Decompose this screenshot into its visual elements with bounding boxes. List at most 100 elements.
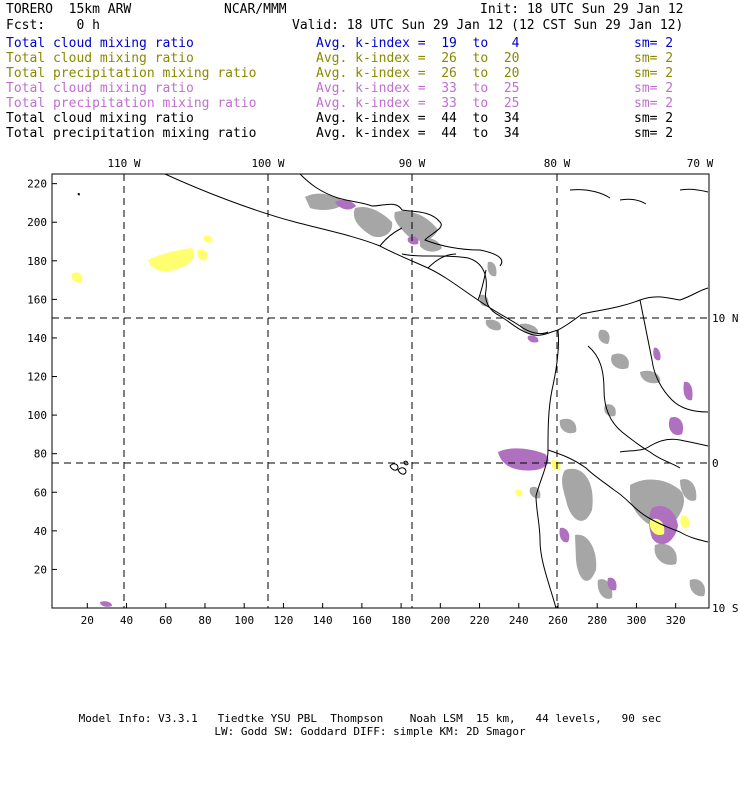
bottom-axis-label: 200 xyxy=(430,614,450,627)
organization-label: NCAR/MMM xyxy=(224,2,287,17)
legend-kindex: Avg. k-index = 44 to 34 xyxy=(316,126,520,141)
bottom-axis-label: 20 xyxy=(81,614,94,627)
bottom-axis-label: 120 xyxy=(273,614,293,627)
legend-kindex: Avg. k-index = 26 to 20 xyxy=(316,51,520,66)
ecuador-border xyxy=(547,449,615,491)
cloud-area xyxy=(654,543,677,565)
cloud-area xyxy=(479,294,489,307)
model-info-line2: LW: Godd SW: Goddard DIFF: simple KM: 2D… xyxy=(214,725,526,738)
longitude-label: 80 W xyxy=(544,157,571,170)
latitude-label: 10 N xyxy=(712,312,739,325)
yellow-areas xyxy=(71,235,690,536)
precip-area xyxy=(498,448,549,471)
precip-area xyxy=(559,527,570,543)
bottom-axis-label: 60 xyxy=(159,614,172,627)
caribbean-island-1 xyxy=(569,189,611,199)
forecast-hour: Fcst: 0 h xyxy=(6,18,100,33)
precip-area xyxy=(335,199,356,210)
map-frame xyxy=(51,173,710,609)
valid-time: Valid: 18 UTC Sun 29 Jan 12 (12 CST Sun … xyxy=(292,18,684,33)
cloud-area xyxy=(598,329,610,344)
legend-sm: sm= 2 xyxy=(634,126,674,141)
cloud-area xyxy=(689,579,706,597)
colombia-border xyxy=(587,345,681,469)
bottom-axis-label: 40 xyxy=(120,614,133,627)
cloud-area xyxy=(575,534,597,581)
brazil-border xyxy=(619,438,709,453)
bottom-axis-label: 320 xyxy=(666,614,686,627)
legend-sm: sm= 2 xyxy=(634,111,674,126)
legend-sm: sm= 2 xyxy=(634,51,674,66)
yellow-area xyxy=(515,489,523,497)
cloud-area xyxy=(604,404,616,417)
legend-kindex: Avg. k-index = 26 to 20 xyxy=(316,66,520,81)
left-axis-label: 100 xyxy=(27,409,47,422)
bottom-axis-label: 220 xyxy=(470,614,490,627)
border-3 xyxy=(477,269,487,301)
bottom-axis-label: 280 xyxy=(587,614,607,627)
yellow-area xyxy=(71,272,83,283)
left-axis-label: 120 xyxy=(27,371,47,384)
galapagos-2 xyxy=(397,467,407,475)
colombia-pacific xyxy=(535,329,559,608)
left-axis-label: 180 xyxy=(27,255,47,268)
cloud-area xyxy=(520,323,539,335)
cloud-area xyxy=(487,261,497,277)
left-axis-label: 40 xyxy=(34,525,47,538)
bottom-axis-label: 160 xyxy=(352,614,372,627)
yellow-area xyxy=(649,518,665,536)
yellow-area xyxy=(197,249,208,261)
yellow-area xyxy=(148,248,195,272)
caribbean-island-2 xyxy=(619,198,647,205)
yucatan-coast xyxy=(299,174,503,267)
left-axis-label: 60 xyxy=(34,486,47,499)
legend-sm: sm= 2 xyxy=(634,96,674,111)
peru-border xyxy=(613,489,709,543)
legend-name: Total precipitation mixing ratio xyxy=(6,126,257,141)
legend-name: Total cloud mixing ratio xyxy=(6,51,194,66)
gray-cloud-areas xyxy=(305,193,706,599)
honduras-nicaragua xyxy=(401,253,501,317)
caribbean-island-3 xyxy=(679,188,709,193)
weather-map: 220 200 180 160 140 120 100 80 60 40 20 20 40 60 80 100… xyxy=(27,157,738,627)
legend-name: Total cloud mixing ratio xyxy=(6,81,194,96)
bottom-axis-label: 180 xyxy=(391,614,411,627)
legend-name: Total cloud mixing ratio xyxy=(6,111,194,126)
legend-name: Total cloud mixing ratio xyxy=(6,36,194,51)
galapagos-1 xyxy=(389,463,399,471)
purple-precip-areas xyxy=(100,199,693,607)
precip-area xyxy=(668,416,684,436)
precip-area xyxy=(527,335,539,343)
legend-name: Total precipitation mixing ratio xyxy=(6,66,257,81)
panama xyxy=(499,313,583,336)
venezuela-border xyxy=(639,299,709,413)
precip-area xyxy=(607,577,617,591)
bottom-axis-label: 300 xyxy=(626,614,646,627)
precip-area xyxy=(100,601,112,607)
cloud-area xyxy=(640,370,661,384)
init-time: Init: 18 UTC Sun 29 Jan 12 xyxy=(480,2,684,17)
model-info-line1: Model Info: V3.3.1 Tiedtke YSU PBL Thomp… xyxy=(78,712,662,725)
latitude-label: 0 xyxy=(712,457,719,470)
yellow-area xyxy=(551,459,561,471)
legend-kindex: Avg. k-index = 19 to 4 xyxy=(316,36,520,51)
legend-kindex: Avg. k-index = 33 to 25 xyxy=(316,81,520,96)
bottom-axis-label: 260 xyxy=(548,614,568,627)
legend-kindex: Avg. k-index = 33 to 25 xyxy=(316,96,520,111)
map-axes: 220 200 180 160 140 120 100 80 60 40 20 20 40 60 80 100… xyxy=(27,157,738,627)
border-2 xyxy=(427,253,457,269)
latitude-label: 10 S xyxy=(712,602,739,615)
longitude-label: 100 W xyxy=(251,157,284,170)
model-title: TORERO 15km ARW xyxy=(6,2,132,17)
left-axis-label: 140 xyxy=(27,332,47,345)
yellow-area xyxy=(680,515,690,529)
yellow-area xyxy=(203,235,213,243)
left-axis-label: 200 xyxy=(27,216,47,229)
cloud-area xyxy=(420,237,442,252)
left-axis-label: 220 xyxy=(27,178,47,191)
legend-sm: sm= 2 xyxy=(634,36,674,51)
bottom-axis-label: 140 xyxy=(313,614,333,627)
cloud-area xyxy=(680,479,697,501)
bottom-axis-label: 240 xyxy=(509,614,529,627)
legend-kindex: Avg. k-index = 44 to 34 xyxy=(316,111,520,126)
